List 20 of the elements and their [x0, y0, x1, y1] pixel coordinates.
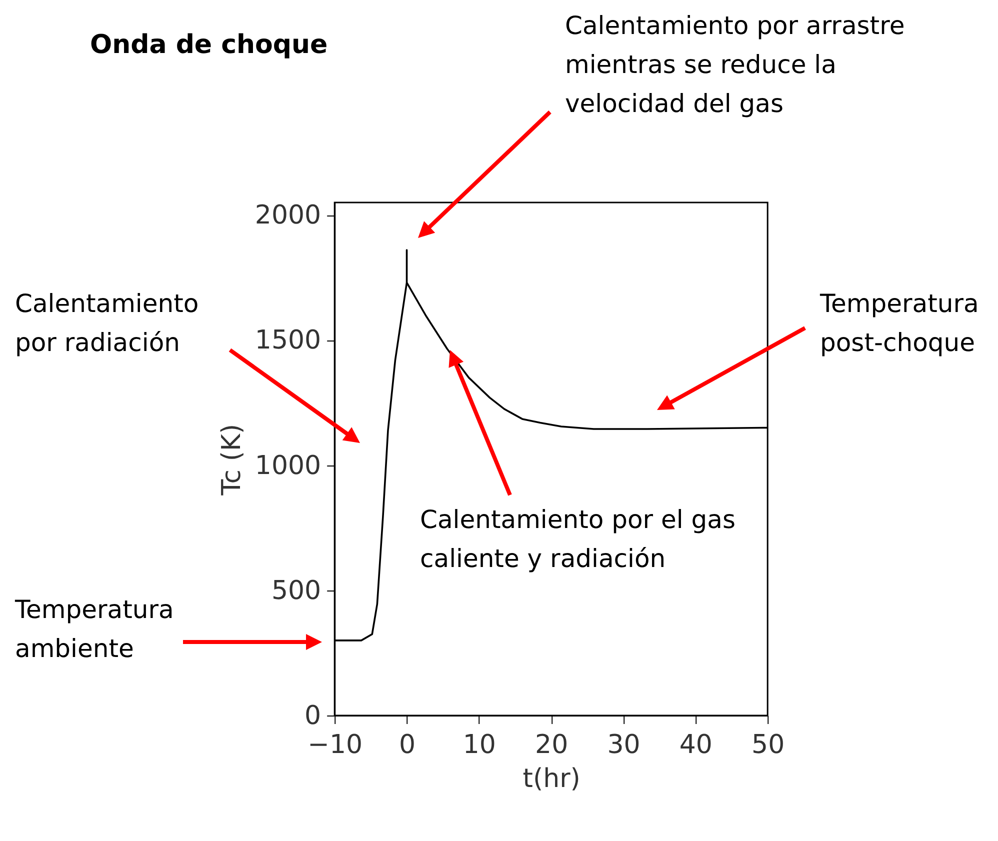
annotation: Calentamiento por el gas caliente y radiación — [420, 505, 736, 573]
chart-title: Onda de choque — [90, 30, 328, 60]
text: Temperatura ambiente — [14, 595, 174, 663]
y-tick-label: 1000 — [254, 450, 322, 481]
x-tick-label: 10 — [462, 730, 496, 760]
y-tick-label: 1500 — [254, 326, 322, 356]
y-axis-title: Tc (K) — [216, 424, 247, 496]
x-axis-title: t(hr) — [522, 764, 580, 794]
y-tick-label: 2000 — [254, 200, 322, 231]
x-tick-label: 40 — [679, 730, 712, 760]
text: Calentamiento por radiación — [15, 289, 199, 357]
text: Calentamiento por arrastre mientras se reduce la velocidad del gas — [565, 11, 905, 118]
x-tick-label: −10 — [308, 730, 363, 760]
x-tick-label: 0 — [398, 730, 416, 760]
x-tick-label: 20 — [535, 730, 568, 760]
y-tick-label: 0 — [304, 701, 322, 731]
x-tick-label: 30 — [607, 730, 640, 760]
y-tick-label: 500 — [271, 576, 322, 606]
x-tick-label: 50 — [752, 730, 785, 760]
text: Temperatura post-choque — [819, 289, 979, 357]
